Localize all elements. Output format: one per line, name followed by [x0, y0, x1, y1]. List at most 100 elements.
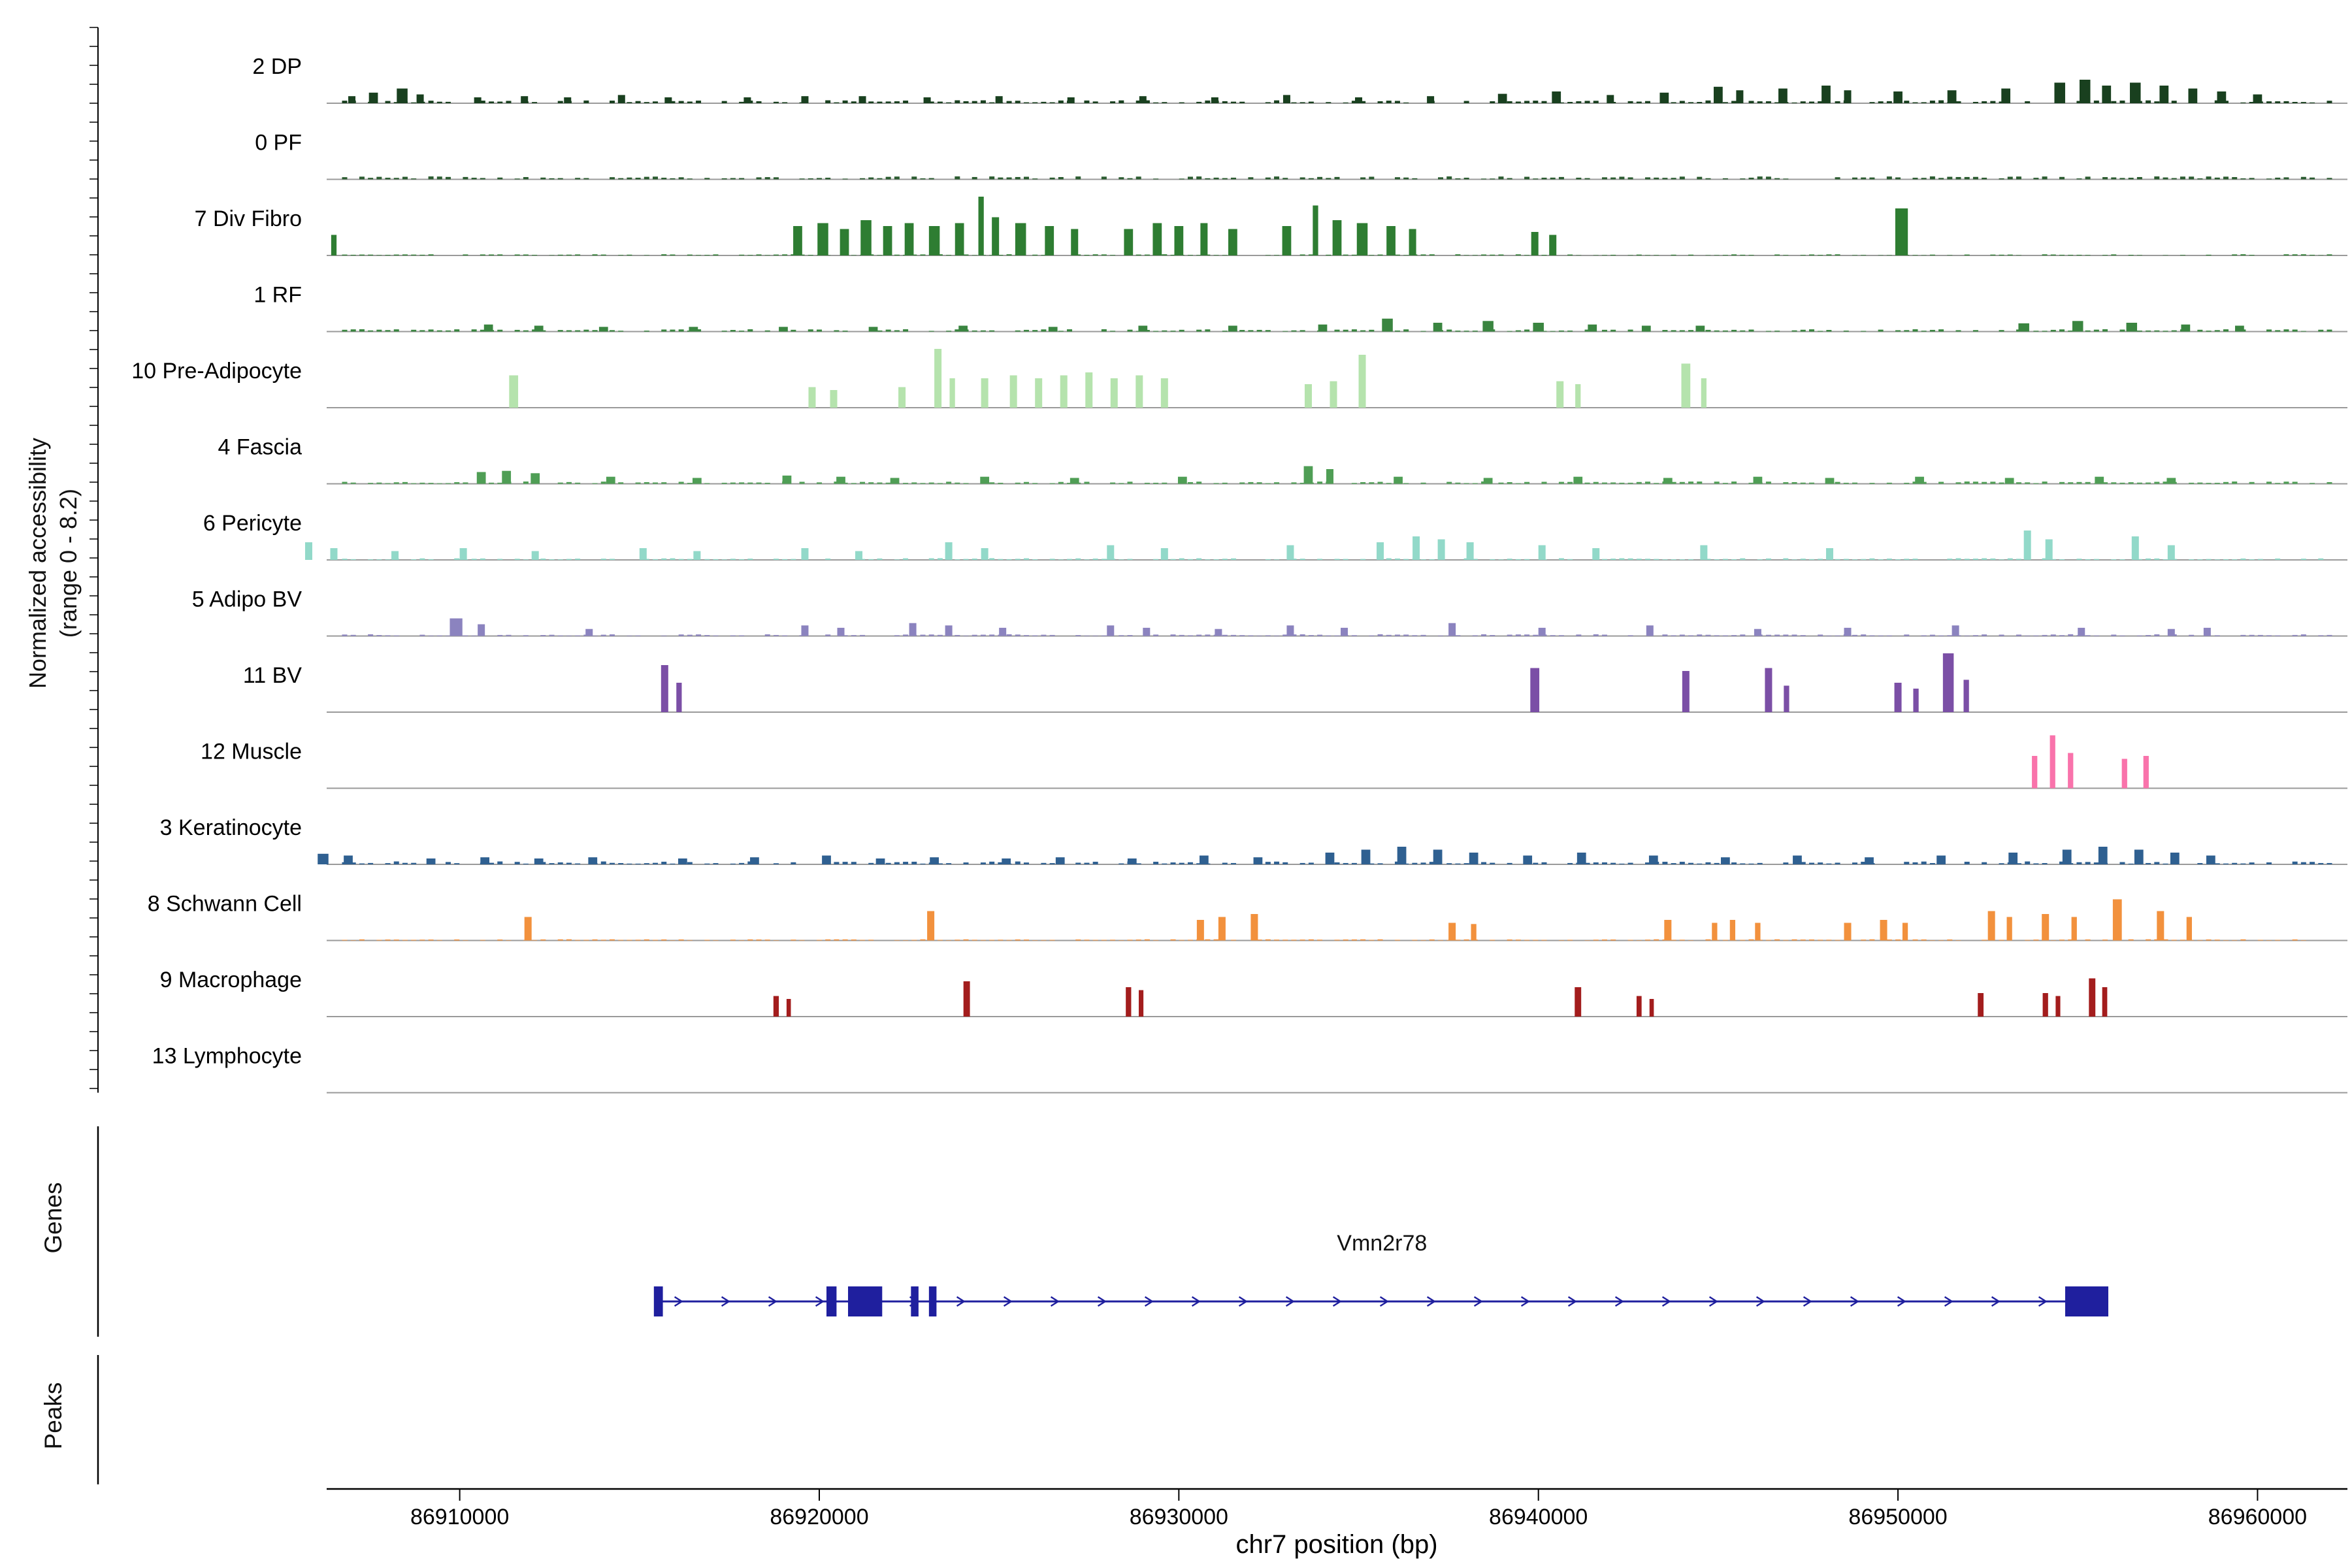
noise-bar: [609, 177, 615, 180]
noise-bar: [1654, 939, 1659, 941]
noise-bar: [1818, 101, 1823, 103]
noise-bar: [1274, 559, 1280, 560]
noise-bar: [1567, 559, 1573, 560]
noise-bar: [2042, 176, 2048, 180]
noise-bar: [1714, 330, 1720, 332]
noise-bar: [678, 634, 684, 636]
peak-bar: [801, 548, 809, 560]
noise-bar: [1230, 862, 1236, 864]
noise-bar: [2240, 178, 2246, 180]
peak-bar: [1607, 95, 1614, 103]
noise-bar: [972, 101, 977, 103]
noise-bar: [506, 939, 512, 941]
noise-bar: [1507, 101, 1512, 103]
gene-strand-arrow: [956, 1296, 966, 1307]
peak-bar: [927, 911, 935, 941]
noise-bar: [2249, 101, 2255, 103]
peak-bar: [2134, 849, 2144, 864]
track-label: 3 Keratinocyte: [160, 815, 302, 840]
noise-bar: [1326, 102, 1331, 103]
noise-bar: [393, 178, 399, 180]
noise-bar: [1119, 100, 1124, 103]
noise-bar: [2223, 559, 2229, 560]
noise-bar: [1084, 939, 1090, 941]
noise-bar: [592, 939, 598, 941]
noise-bar: [2136, 559, 2142, 560]
noise-bar: [1654, 559, 1659, 560]
peak-bar: [1729, 920, 1736, 941]
noise-bar: [1162, 330, 1168, 332]
noise-bar: [2111, 634, 2117, 636]
noise-bar: [2180, 939, 2185, 941]
noise-bar: [894, 559, 900, 560]
peak-bar: [531, 551, 539, 560]
noise-bar: [1101, 254, 1107, 255]
noise-bar: [1929, 862, 1935, 864]
noise-bar: [1058, 100, 1064, 103]
noise-bar: [402, 939, 408, 941]
noise-bar: [497, 329, 503, 332]
noise-bar: [2111, 101, 2117, 103]
peak-bar: [1200, 223, 1208, 255]
noise-bar: [2042, 863, 2048, 864]
peak-bar: [1549, 235, 1557, 255]
gene-exon: [848, 1286, 883, 1316]
noise-bar: [1507, 559, 1512, 560]
noise-bar: [678, 939, 684, 941]
peak-bar: [606, 476, 615, 484]
noise-bar: [1222, 559, 1228, 560]
noise-bar: [885, 862, 891, 864]
noise-bar: [1023, 635, 1029, 636]
noise-bar: [1308, 939, 1314, 941]
noise-bar: [2154, 558, 2160, 560]
noise-bar: [627, 102, 632, 103]
noise-bar: [894, 176, 900, 180]
noise-bar: [1420, 254, 1426, 255]
peak-bar: [2042, 914, 2050, 941]
noise-bar: [583, 329, 589, 332]
noise-bar: [1584, 101, 1590, 103]
noise-bar: [2300, 176, 2306, 180]
noise-bar: [1722, 939, 1728, 941]
noise-bar: [773, 634, 779, 636]
peak-bar: [476, 472, 486, 484]
noise-bar: [1567, 330, 1573, 332]
noise-bar: [2197, 559, 2203, 560]
noise-bar: [782, 635, 788, 636]
noise-bar: [1463, 177, 1469, 180]
peak-bar: [509, 375, 519, 408]
noise-bar: [825, 634, 831, 636]
peak-bar: [2054, 82, 2065, 103]
noise-bar: [1861, 634, 1867, 636]
noise-bar: [1317, 176, 1323, 180]
noise-bar: [1170, 559, 1176, 560]
noise-bar: [1006, 634, 1012, 636]
noise-bar: [1869, 939, 1875, 941]
peak-bar: [1085, 372, 1093, 408]
noise-bar: [1092, 254, 1098, 255]
noise-bar: [575, 254, 581, 255]
noise-bar: [540, 634, 546, 636]
noise-bar: [635, 101, 641, 103]
noise-bar: [764, 330, 770, 332]
noise-bar: [1144, 482, 1150, 484]
noise-bar: [2189, 559, 2195, 560]
noise-bar: [2232, 559, 2238, 560]
noise-bar: [1861, 862, 1867, 864]
noise-bar: [2085, 635, 2091, 636]
noise-bar: [1472, 559, 1478, 560]
peak-bar: [1382, 318, 1393, 332]
noise-bar: [454, 329, 460, 332]
noise-bar: [2171, 178, 2177, 180]
noise-bar: [1274, 861, 1280, 864]
noise-bar: [903, 634, 909, 636]
noise-bar: [816, 329, 822, 332]
noise-bar: [1861, 177, 1867, 180]
noise-bar: [2059, 176, 2065, 180]
noise-bar: [1826, 939, 1832, 941]
noise-bar: [2283, 482, 2289, 484]
noise-bar: [1662, 330, 1668, 332]
noise-bar: [368, 178, 374, 180]
noise-bar: [1213, 559, 1219, 560]
noise-bar: [557, 101, 563, 103]
